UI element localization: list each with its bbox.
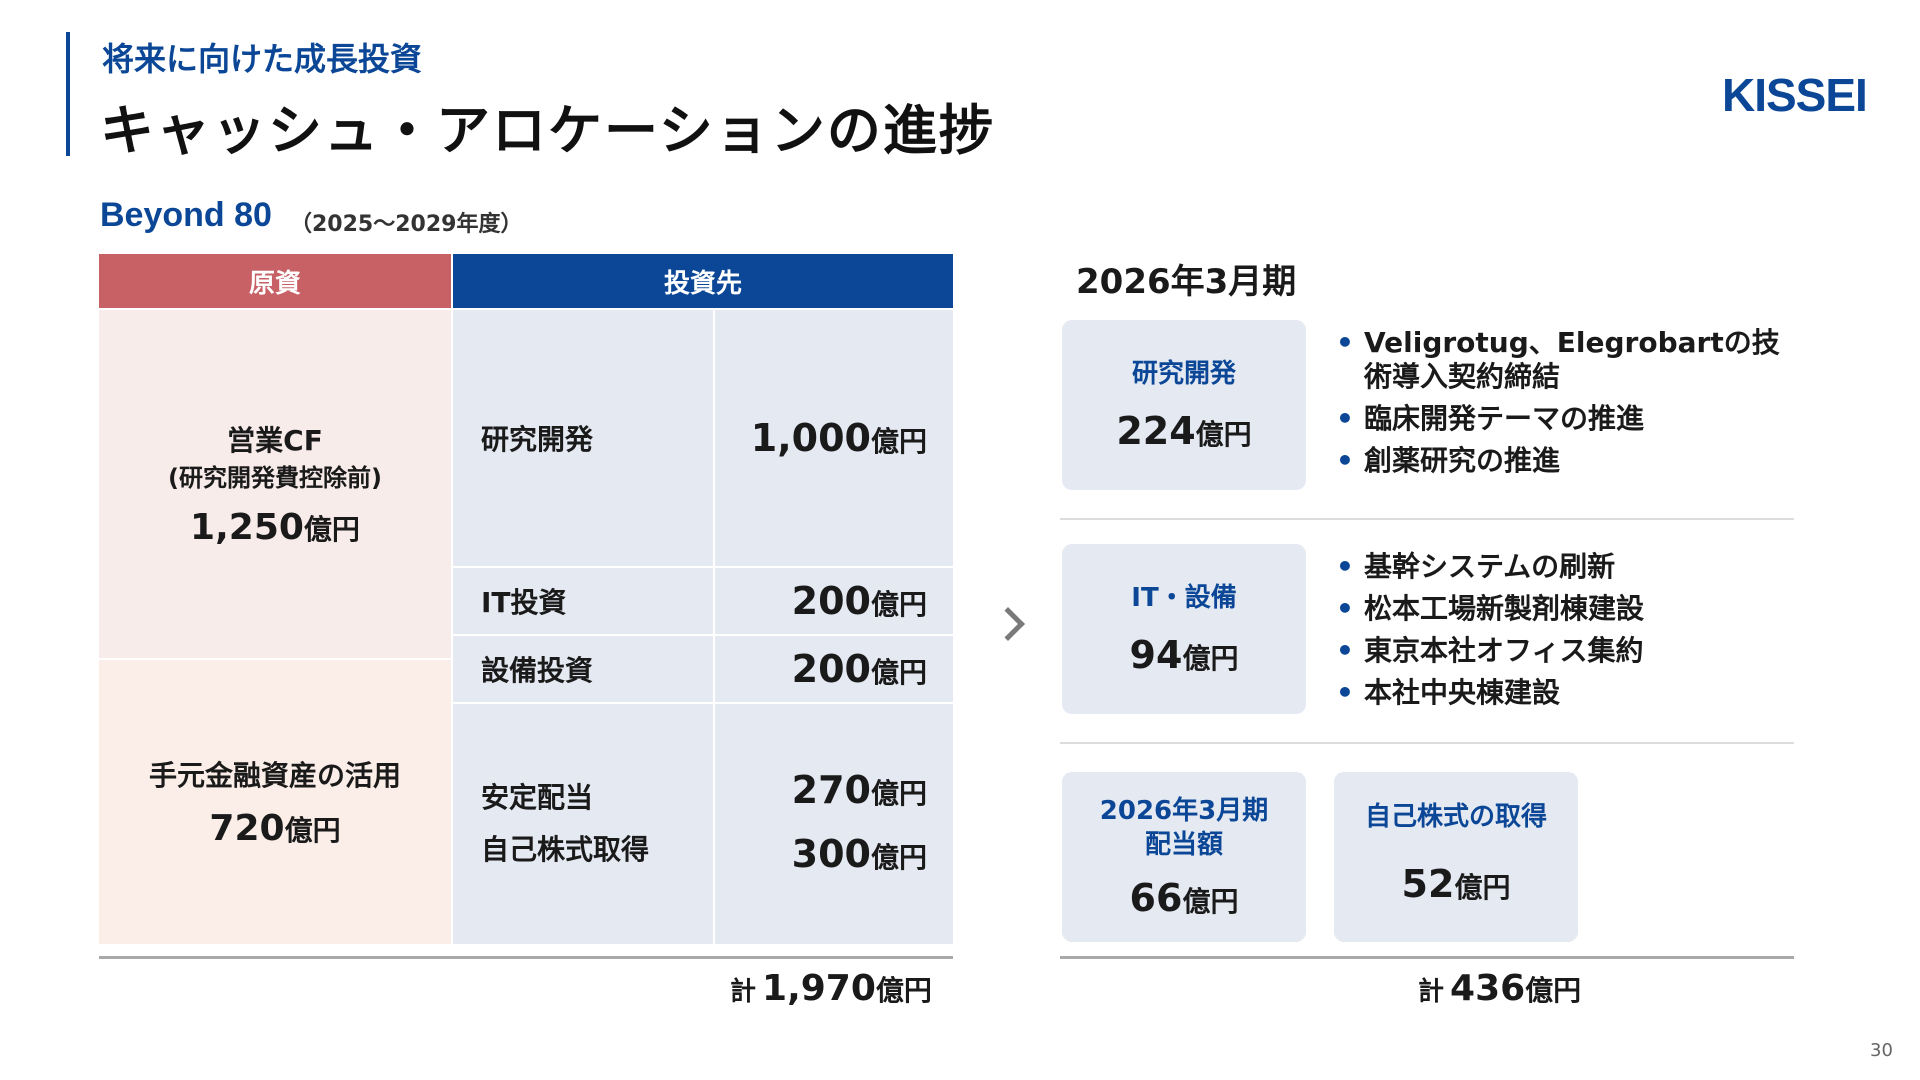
dest-value-dividend: 270億円 [791, 768, 927, 812]
list-item: 基幹システムの刷新 [1336, 550, 1796, 584]
dest-value-facility: 200億円 [715, 636, 953, 702]
page-subtitle: 将来に向けた成長投資 [102, 40, 423, 78]
box-value: 224億円 [1116, 409, 1252, 453]
header-accent-bar [66, 32, 70, 156]
dest-label-rd: 研究開発 [453, 310, 713, 566]
rd-bullet-list: Veligrotug、Elegrobartの技術導入契約締結 臨床開発テーマの推… [1336, 326, 1796, 486]
right-total-divider [1060, 956, 1794, 959]
source-subtitle: (研究開発費控除前) [168, 463, 382, 492]
dest-value-it: 200億円 [715, 568, 953, 634]
dest-value-buyback: 300億円 [791, 832, 927, 876]
dest-label-dividend: 安定配当 [481, 781, 594, 814]
list-item: 東京本社オフィス集約 [1336, 634, 1796, 668]
source-header: 原資 [99, 254, 451, 308]
dest-label-facility: 設備投資 [453, 636, 713, 702]
fy-box-dividend: 2026年3月期 配当額 66億円 [1062, 772, 1306, 942]
left-total: 計 1,970億円 [730, 968, 932, 1009]
plan-period: （2025～2029年度） [290, 212, 523, 237]
chevron-right-icon [991, 607, 1025, 641]
box-value: 66億円 [1129, 876, 1239, 920]
dest-label-shareholder-return: 安定配当 自己株式取得 [453, 704, 713, 944]
list-item: 創薬研究の推進 [1336, 444, 1796, 478]
box-title: IT・設備 [1131, 583, 1237, 613]
box-value: 94億円 [1129, 633, 1239, 677]
divider [1060, 518, 1794, 520]
list-item: Veligrotug、Elegrobartの技術導入契約締結 [1336, 326, 1796, 394]
fy-box-rd: 研究開発 224億円 [1062, 320, 1306, 490]
right-total: 計 436億円 [1418, 968, 1582, 1009]
dest-label-it: IT投資 [453, 568, 713, 634]
kissei-logo: KISSEI [1722, 69, 1868, 121]
destination-header: 投資先 [453, 254, 953, 308]
source-financial-assets: 手元金融資産の活用 720億円 [99, 660, 451, 944]
fy-box-buyback: 自己株式の取得 52億円 [1334, 772, 1578, 942]
box-title-line1: 2026年3月期 [1099, 796, 1269, 826]
dest-value-rd: 1,000億円 [715, 310, 953, 566]
source-title: 営業CF [227, 423, 323, 457]
fy-box-it-facility: IT・設備 94億円 [1062, 544, 1306, 714]
list-item: 松本工場新製剤棟建設 [1336, 592, 1796, 626]
dest-label-buyback: 自己株式取得 [481, 833, 650, 866]
source-value: 1,250億円 [190, 506, 360, 548]
page-title: キャッシュ・アロケーションの進捗 [100, 99, 995, 162]
box-value: 52億円 [1401, 862, 1511, 906]
source-operating-cf: 営業CF (研究開発費控除前) 1,250億円 [99, 310, 451, 658]
source-title: 手元金融資産の活用 [148, 758, 401, 792]
dest-value-shareholder-return: 270億円 300億円 [715, 704, 953, 944]
left-total-divider [99, 956, 953, 959]
page-number: 30 [1870, 1040, 1893, 1061]
it-bullet-list: 基幹システムの刷新 松本工場新製剤棟建設 東京本社オフィス集約 本社中央棟建設 [1336, 550, 1796, 718]
list-item: 本社中央棟建設 [1336, 676, 1796, 710]
list-item: 臨床開発テーマの推進 [1336, 402, 1796, 436]
plan-name: Beyond 80 [100, 196, 272, 234]
source-value: 720億円 [209, 807, 341, 849]
box-title-line2: 配当額 [1144, 830, 1223, 860]
fy-title: 2026年3月期 [1076, 262, 1297, 302]
box-title: 研究開発 [1131, 359, 1236, 389]
box-title: 自己株式の取得 [1364, 802, 1547, 832]
divider [1060, 742, 1794, 744]
